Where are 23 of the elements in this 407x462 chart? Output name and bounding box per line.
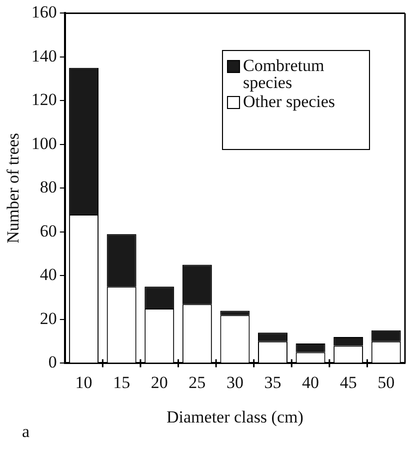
y-tick-label: 100: [31, 134, 57, 153]
x-tick-label: 40: [302, 372, 320, 392]
y-axis-title: Number of trees: [4, 132, 23, 244]
x-tick-label: 20: [150, 372, 168, 392]
text: a: [22, 422, 30, 442]
x-tick-label: 35: [264, 372, 282, 392]
x-tick-label: 45: [340, 372, 357, 392]
y-tick-label: 40: [40, 265, 57, 284]
y-tick-label: 120: [31, 90, 57, 110]
x-axis-title: Diameter class (cm): [166, 407, 304, 426]
legend-label: Other species: [243, 92, 336, 111]
y-tick-label: 60: [40, 221, 57, 240]
x-tick-label: 30: [226, 372, 244, 392]
y-tick-label: 160: [31, 2, 57, 22]
x-tick-label: 50: [378, 372, 395, 392]
y-tick-label: 0: [48, 352, 57, 372]
x-tick-label: 15: [113, 372, 130, 392]
y-tick-label: 20: [40, 308, 57, 328]
x-tick-label: 25: [188, 372, 206, 392]
legend-label: Combretum species: [243, 56, 326, 92]
y-tick-label: 140: [31, 46, 57, 66]
x-tick-label: 10: [75, 372, 92, 392]
y-tick-label: 80: [40, 178, 57, 197]
